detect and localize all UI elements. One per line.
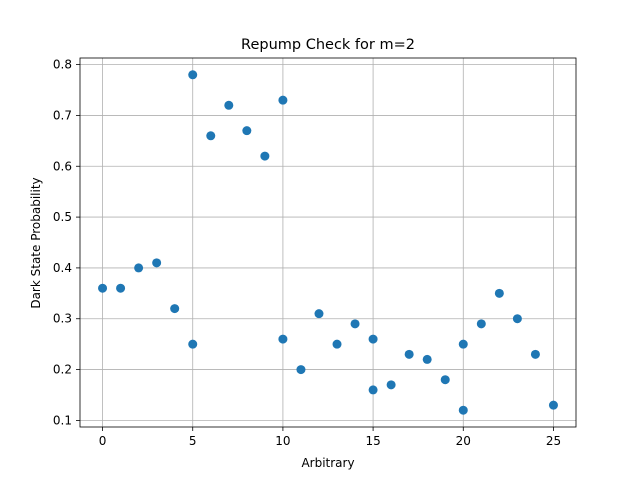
axis-ticks: 0 5 10 15 20 25 0.1 0.2 0.3 0.4 0.5 0.6 0.7 0.8	[53, 58, 561, 448]
data-point	[188, 339, 198, 349]
data-point	[458, 405, 468, 415]
data-point	[152, 258, 162, 268]
x-tick-label: 25	[546, 434, 561, 448]
x-tick-label: 20	[456, 434, 471, 448]
data-points	[98, 70, 558, 415]
y-tick-label: 0.1	[53, 413, 72, 427]
x-tick-label: 15	[365, 434, 380, 448]
data-point	[368, 334, 378, 344]
y-tick-label: 0.2	[53, 363, 72, 377]
data-point	[368, 385, 378, 395]
data-point	[278, 95, 288, 105]
data-point	[404, 349, 414, 359]
data-point	[134, 263, 144, 273]
y-tick-label: 0.5	[53, 210, 72, 224]
data-point	[242, 126, 252, 136]
y-tick-label: 0.3	[53, 312, 72, 326]
plot-frame	[79, 57, 577, 428]
data-point	[350, 319, 360, 329]
chart-title: Repump Check for m=2	[241, 37, 415, 53]
data-point	[170, 304, 180, 314]
y-axis-label: Dark State Probability	[29, 177, 43, 308]
y-tick-label: 0.4	[53, 261, 72, 275]
data-point	[422, 354, 432, 364]
data-point	[260, 151, 270, 161]
x-tick-label: 5	[189, 434, 197, 448]
data-point	[278, 334, 288, 344]
data-point	[494, 288, 504, 298]
data-point	[188, 70, 198, 80]
data-point	[476, 319, 486, 329]
data-point	[296, 365, 306, 375]
data-point	[332, 339, 342, 349]
y-tick-label: 0.8	[53, 58, 72, 72]
data-point	[548, 400, 558, 410]
data-point	[98, 283, 108, 293]
data-point	[512, 314, 522, 324]
data-point	[530, 349, 540, 359]
y-tick-label: 0.6	[53, 159, 72, 173]
data-point	[206, 131, 216, 141]
data-point	[458, 339, 468, 349]
data-point	[116, 283, 126, 293]
data-point	[440, 375, 450, 385]
data-point	[386, 380, 396, 390]
x-tick-label: 10	[275, 434, 290, 448]
x-axis-label: Arbitrary	[301, 456, 354, 470]
data-point	[224, 100, 234, 110]
y-tick-label: 0.7	[53, 108, 72, 122]
x-tick-label: 0	[99, 434, 107, 448]
data-point	[314, 309, 324, 319]
grid-lines	[80, 58, 576, 427]
